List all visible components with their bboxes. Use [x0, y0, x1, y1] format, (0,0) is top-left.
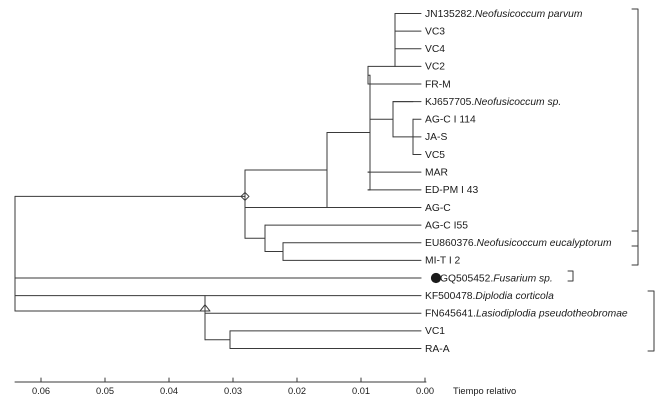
svg-text:AG-C I55: AG-C I55	[425, 220, 468, 231]
svg-text:VC3: VC3	[425, 26, 445, 37]
svg-text:0.05: 0.05	[96, 386, 114, 396]
svg-text:VC2: VC2	[425, 62, 445, 73]
svg-text:FR-M: FR-M	[425, 79, 451, 90]
svg-text:VC1: VC1	[425, 326, 445, 337]
svg-text:JN135282.Neofusicoccum parvum: JN135282.Neofusicoccum parvum	[425, 9, 583, 20]
svg-text:Tiempo relativo: Tiempo relativo	[453, 386, 516, 396]
svg-text:0.01: 0.01	[352, 386, 370, 396]
svg-text:0.06: 0.06	[32, 386, 50, 396]
svg-text:KF500478.Diplodia corticola: KF500478.Diplodia corticola	[425, 291, 554, 302]
svg-text:0.00: 0.00	[416, 386, 434, 396]
svg-text:VC4: VC4	[425, 44, 445, 55]
svg-text:VC5: VC5	[425, 150, 445, 161]
svg-text:JA-S: JA-S	[425, 132, 447, 143]
svg-text:MAR: MAR	[425, 167, 448, 178]
svg-text:KJ657705.Neofusicoccum sp.: KJ657705.Neofusicoccum sp.	[425, 97, 561, 108]
svg-text:GQ505452.Fusarium sp.: GQ505452.Fusarium sp.	[440, 273, 553, 284]
svg-text:AG-C: AG-C	[425, 203, 451, 214]
svg-text:MI-T I 2: MI-T I 2	[425, 256, 461, 267]
svg-text:ED-PM I 43: ED-PM I 43	[425, 185, 478, 196]
svg-text:0.02: 0.02	[288, 386, 306, 396]
svg-text:EU860376.Neofusicoccum eucalyp: EU860376.Neofusicoccum eucalyptorum	[425, 238, 612, 249]
svg-text:0.04: 0.04	[160, 386, 178, 396]
svg-text:0.03: 0.03	[224, 386, 242, 396]
svg-text:RA-A: RA-A	[425, 344, 450, 355]
svg-text:FN645641.Lasiodiplodia pseudot: FN645641.Lasiodiplodia pseudotheobromae	[425, 309, 628, 320]
svg-text:AG-C I 114: AG-C I 114	[425, 115, 476, 126]
